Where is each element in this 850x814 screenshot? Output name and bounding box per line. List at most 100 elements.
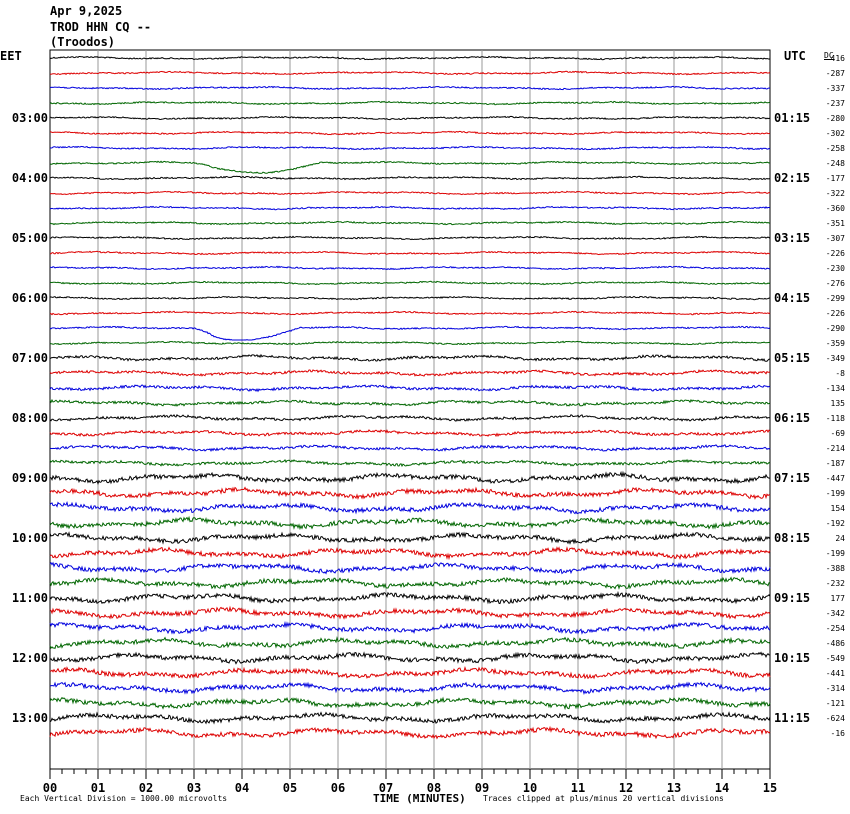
trace-line xyxy=(49,576,771,590)
dc-offset-label: -342 xyxy=(826,609,845,618)
footer-scale-note: Each Vertical Division = 1000.00 microvo… xyxy=(20,794,228,803)
dc-offset-label: -299 xyxy=(826,294,845,303)
dc-offset-label: -280 xyxy=(826,114,845,123)
trace-line xyxy=(49,130,771,136)
right-hour-label: 03:15 xyxy=(774,231,810,245)
trace-line xyxy=(49,398,771,407)
trace-line xyxy=(49,205,771,211)
dc-offset-label: -226 xyxy=(826,309,845,318)
x-tick-label: 03 xyxy=(187,781,201,795)
x-axis-label: TIME (MINUTES) xyxy=(373,792,466,805)
trace-line xyxy=(49,145,771,151)
left-hour-label: 08:00 xyxy=(12,411,48,425)
left-hour-label: 06:00 xyxy=(12,291,48,305)
header-date: Apr 9,2025 xyxy=(50,4,123,18)
trace-line xyxy=(49,696,771,711)
trace-line xyxy=(49,353,771,362)
right-timezone-label: UTC xyxy=(784,49,806,63)
right-hour-label: 06:15 xyxy=(774,411,810,425)
x-tick-label: 06 xyxy=(331,781,345,795)
dc-offset-label: -16 xyxy=(831,729,846,738)
dc-offset-label: -226 xyxy=(826,249,845,258)
x-tick-label: 05 xyxy=(283,781,297,795)
trace-line xyxy=(49,681,771,696)
header-location: (Troodos) xyxy=(50,35,116,49)
left-hour-label: 09:00 xyxy=(12,471,48,485)
dc-offset-label: -199 xyxy=(826,489,845,498)
dc-offset-labels: 416 -287 -337 -237 -280 -302 -258 -248 -177 -322 -… xyxy=(826,54,845,738)
x-tick-label: 14 xyxy=(715,781,729,795)
dc-offset-label: 154 xyxy=(831,504,846,513)
dc-offset-label: -230 xyxy=(826,264,845,273)
dc-offset-label: 135 xyxy=(831,399,846,408)
x-tick-label: 07 xyxy=(379,781,393,795)
right-hour-labels: 01:15 02:15 03:15 04:15 05:15 06:15 07:15 08:15… xyxy=(774,111,810,725)
trace-line xyxy=(49,635,771,650)
dc-offset-label: -232 xyxy=(826,579,845,588)
dc-offset-label: -441 xyxy=(826,669,845,678)
dc-offset-label: -187 xyxy=(826,459,845,468)
dc-offset-label: -302 xyxy=(826,129,845,138)
left-hour-label: 03:00 xyxy=(12,111,48,125)
left-hour-label: 07:00 xyxy=(12,351,48,365)
left-hour-label: 11:00 xyxy=(12,591,48,605)
dc-offset-label: -307 xyxy=(826,234,845,243)
trace-line xyxy=(49,725,771,740)
dc-offset-label: -290 xyxy=(826,324,845,333)
dc-offset-label: -214 xyxy=(826,444,845,453)
trace-line xyxy=(49,546,771,561)
header-station: TROD HHN CQ -- xyxy=(50,20,152,34)
trace-line xyxy=(49,85,771,91)
trace-line xyxy=(49,55,771,61)
trace-line xyxy=(49,160,771,174)
trace-line xyxy=(49,235,771,241)
dc-offset-label: -359 xyxy=(826,339,845,348)
left-hour-label: 05:00 xyxy=(12,231,48,245)
trace-line xyxy=(49,665,771,680)
x-tick-label: 11 xyxy=(571,781,585,795)
trace-line xyxy=(49,561,771,575)
dc-offset-label: -349 xyxy=(826,354,845,363)
trace-line xyxy=(49,620,771,635)
dc-offset-label: -447 xyxy=(826,474,845,483)
dc-offset-label: -360 xyxy=(826,204,845,213)
left-hour-label: 12:00 xyxy=(12,651,48,665)
trace-line xyxy=(49,711,771,725)
dc-offset-label: -177 xyxy=(826,174,845,183)
trace-line xyxy=(49,340,771,346)
dc-offset-label: -351 xyxy=(826,219,845,228)
dc-offset-label: -118 xyxy=(826,414,845,423)
right-hour-label: 08:15 xyxy=(774,531,810,545)
trace-line xyxy=(50,220,771,226)
right-hour-label: 11:15 xyxy=(774,711,810,725)
trace-line xyxy=(49,651,771,665)
dc-offset-label: -199 xyxy=(826,549,845,558)
trace-line xyxy=(49,486,771,500)
right-hour-label: 10:15 xyxy=(774,651,810,665)
trace-line xyxy=(49,515,771,531)
right-hour-label: 04:15 xyxy=(774,291,810,305)
trace-line xyxy=(50,280,771,286)
trace-line xyxy=(49,429,771,438)
trace-line xyxy=(49,100,771,106)
trace-line xyxy=(49,444,771,453)
x-axis-tick-labels: 00 01 02 03 04 05 06 07 08 09 10 11 12 13 14 15 xyxy=(43,781,777,795)
dc-offset-label: -69 xyxy=(831,429,846,438)
dc-offset-label: 416 xyxy=(831,54,846,63)
x-tick-label: 10 xyxy=(523,781,537,795)
footer-clip-note: Traces clipped at plus/minus 20 vertical… xyxy=(483,794,724,803)
dc-offset-label: -549 xyxy=(826,654,845,663)
dc-offset-label: -388 xyxy=(826,564,845,573)
right-hour-label: 07:15 xyxy=(774,471,810,485)
dc-offset-label: -276 xyxy=(826,279,845,288)
trace-line xyxy=(49,458,771,468)
left-hour-labels: 03:00 04:00 05:00 06:00 07:00 08:00 09:00 10:00… xyxy=(12,111,48,725)
dc-offset-label: -237 xyxy=(826,99,845,108)
trace-line xyxy=(49,590,771,605)
trace-line xyxy=(49,384,771,393)
dc-offset-label: 177 xyxy=(831,594,846,603)
x-tick-label: 02 xyxy=(139,781,153,795)
dc-offset-label: -486 xyxy=(826,639,845,648)
trace-line xyxy=(49,414,771,422)
trace-line xyxy=(49,295,771,301)
